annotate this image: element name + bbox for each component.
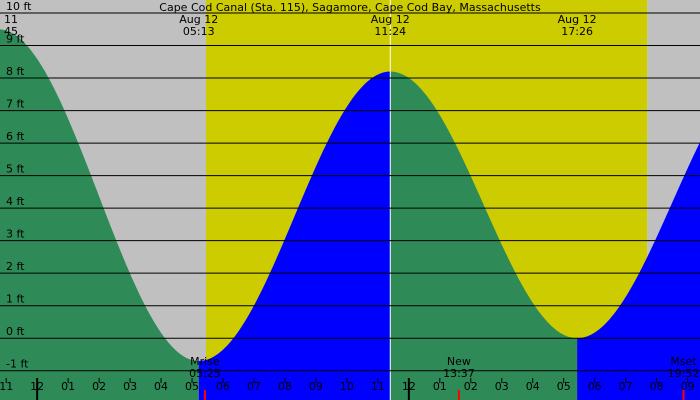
event-label: New [447,355,471,368]
y-tick-label: 2 ft [6,260,25,273]
hour-tick-label: 01 [433,380,447,393]
hour-tick-label: 03 [495,380,509,393]
extreme-time-label: 17:26 [561,25,593,38]
falling-tide-area [390,71,578,400]
hour-tick-label: 07 [247,380,261,393]
y-tick-label: 7 ft [6,98,25,111]
falling-tide-area [0,29,199,400]
extreme-time-label: 45 [4,25,18,38]
chart-title: Cape Cod Canal (Sta. 115), Sagamore, Cap… [159,1,541,14]
hour-tick-label: 06 [588,380,602,393]
hour-tick-label: 05 [185,380,199,393]
extreme-time-label: 11:24 [374,25,406,38]
hour-tick-label: 11 [0,380,13,393]
y-tick-label: 6 ft [6,130,25,143]
hour-tick-label: 01 [61,380,75,393]
y-tick-label: 4 ft [6,195,25,208]
y-tick-label: 10 ft [6,0,32,13]
y-tick-label: 8 ft [6,65,25,78]
event-time-label: 13:37 [443,367,475,380]
hour-tick-label: 09 [309,380,323,393]
hour-tick-label: 07 [619,380,633,393]
hour-tick-label: 04 [154,380,168,393]
event-label: Mset [670,355,697,368]
hour-tick-label: 08 [278,380,292,393]
hour-tick-label: 06 [216,380,230,393]
y-tick-label: -1 ft [6,358,29,371]
extreme-time-label: 05:13 [183,25,215,38]
hour-tick-label: 03 [123,380,137,393]
hour-tick-label: 12 [402,380,416,393]
y-tick-label: 0 ft [6,325,25,338]
event-time-label: 19:52 [668,367,700,380]
hour-tick-label: 05 [557,380,571,393]
rising-tide-area [198,71,391,400]
y-tick-label: 1 ft [6,293,25,306]
hour-tick-label: 09 [681,380,695,393]
y-tick-label: 9 ft [6,33,25,46]
y-tick-label: 3 ft [6,228,25,241]
extreme-date-label: Aug 12 [558,13,597,26]
hour-tick-label: 12 [30,380,44,393]
hour-tick-label: 10 [340,380,354,393]
hour-tick-label: 11 [371,380,385,393]
extreme-date-label: Aug 12 [179,13,218,26]
event-label: Mrise [190,355,220,368]
hour-tick-label: 02 [92,380,106,393]
y-tick-label: 5 ft [6,163,25,176]
extreme-date-label: Aug 12 [371,13,410,26]
hour-tick-label: 02 [464,380,478,393]
extreme-date-label: 11 [4,13,18,26]
rising-tide-area [577,142,700,400]
event-time-label: 05:25 [189,367,221,380]
hour-tick-label: 08 [650,380,664,393]
hour-tick-label: 04 [526,380,540,393]
